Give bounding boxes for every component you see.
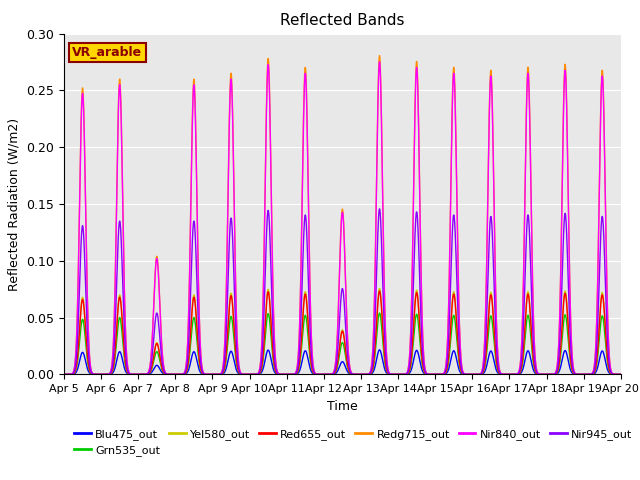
Red655_out bbox=[504, 372, 512, 377]
Grn535_out bbox=[504, 372, 512, 377]
Nir945_out bbox=[568, 359, 575, 364]
Line: Red655_out: Red655_out bbox=[64, 291, 621, 374]
Yel580_out bbox=[568, 365, 575, 371]
Nir945_out bbox=[584, 372, 591, 377]
Nir945_out bbox=[60, 372, 68, 377]
Yel580_out bbox=[504, 372, 512, 377]
Blu475_out bbox=[358, 372, 366, 377]
Nir945_out bbox=[617, 372, 625, 377]
Nir840_out bbox=[216, 372, 223, 377]
Yel580_out bbox=[216, 372, 223, 377]
Nir945_out bbox=[216, 372, 223, 377]
Y-axis label: Reflected Radiation (W/m2): Reflected Radiation (W/m2) bbox=[8, 118, 20, 290]
Yel580_out bbox=[617, 372, 625, 377]
Legend: Blu475_out, Grn535_out, Yel580_out, Red655_out, Redg715_out, Nir840_out, Nir945_: Blu475_out, Grn535_out, Yel580_out, Red6… bbox=[70, 424, 637, 460]
Red655_out bbox=[216, 372, 223, 377]
Blu475_out bbox=[504, 372, 512, 377]
Grn535_out bbox=[371, 357, 378, 362]
Blu475_out bbox=[617, 372, 625, 377]
Blu475_out bbox=[568, 370, 575, 375]
Blu475_out bbox=[584, 372, 591, 377]
Line: Yel580_out: Yel580_out bbox=[64, 288, 621, 374]
Red655_out bbox=[376, 288, 383, 294]
Grn535_out bbox=[568, 367, 575, 372]
Red655_out bbox=[358, 372, 366, 377]
Line: Nir840_out: Nir840_out bbox=[64, 62, 621, 374]
Blu475_out bbox=[371, 366, 378, 372]
Nir840_out bbox=[371, 296, 378, 302]
Redg715_out bbox=[504, 372, 512, 377]
Grn535_out bbox=[216, 372, 223, 377]
Grn535_out bbox=[60, 372, 68, 377]
Grn535_out bbox=[584, 372, 591, 377]
Yel580_out bbox=[358, 372, 366, 377]
Redg715_out bbox=[376, 53, 383, 59]
Yel580_out bbox=[584, 372, 591, 377]
Nir840_out bbox=[617, 372, 625, 377]
Redg715_out bbox=[584, 372, 591, 377]
Grn535_out bbox=[617, 372, 625, 377]
Text: VR_arable: VR_arable bbox=[72, 46, 143, 59]
Nir840_out bbox=[60, 372, 68, 377]
Red655_out bbox=[617, 372, 625, 377]
X-axis label: Time: Time bbox=[327, 400, 358, 413]
Grn535_out bbox=[376, 310, 383, 316]
Blu475_out bbox=[60, 372, 68, 377]
Red655_out bbox=[568, 365, 575, 371]
Nir840_out bbox=[504, 372, 512, 377]
Redg715_out bbox=[617, 372, 625, 377]
Redg715_out bbox=[60, 372, 68, 377]
Line: Redg715_out: Redg715_out bbox=[64, 56, 621, 374]
Nir840_out bbox=[376, 59, 383, 65]
Nir840_out bbox=[358, 372, 366, 377]
Title: Reflected Bands: Reflected Bands bbox=[280, 13, 404, 28]
Yel580_out bbox=[376, 286, 383, 291]
Yel580_out bbox=[60, 372, 68, 377]
Redg715_out bbox=[568, 347, 575, 353]
Line: Nir945_out: Nir945_out bbox=[64, 209, 621, 374]
Line: Blu475_out: Blu475_out bbox=[64, 350, 621, 374]
Blu475_out bbox=[376, 347, 383, 353]
Nir945_out bbox=[358, 372, 366, 377]
Nir840_out bbox=[584, 372, 591, 377]
Nir945_out bbox=[371, 332, 378, 337]
Redg715_out bbox=[371, 295, 378, 300]
Yel580_out bbox=[371, 351, 378, 357]
Grn535_out bbox=[358, 372, 366, 377]
Blu475_out bbox=[216, 372, 223, 377]
Nir945_out bbox=[376, 206, 383, 212]
Redg715_out bbox=[216, 372, 223, 377]
Redg715_out bbox=[358, 372, 366, 377]
Red655_out bbox=[60, 372, 68, 377]
Red655_out bbox=[584, 372, 591, 377]
Nir945_out bbox=[504, 372, 512, 377]
Nir840_out bbox=[568, 348, 575, 353]
Line: Grn535_out: Grn535_out bbox=[64, 313, 621, 374]
Red655_out bbox=[371, 351, 378, 357]
